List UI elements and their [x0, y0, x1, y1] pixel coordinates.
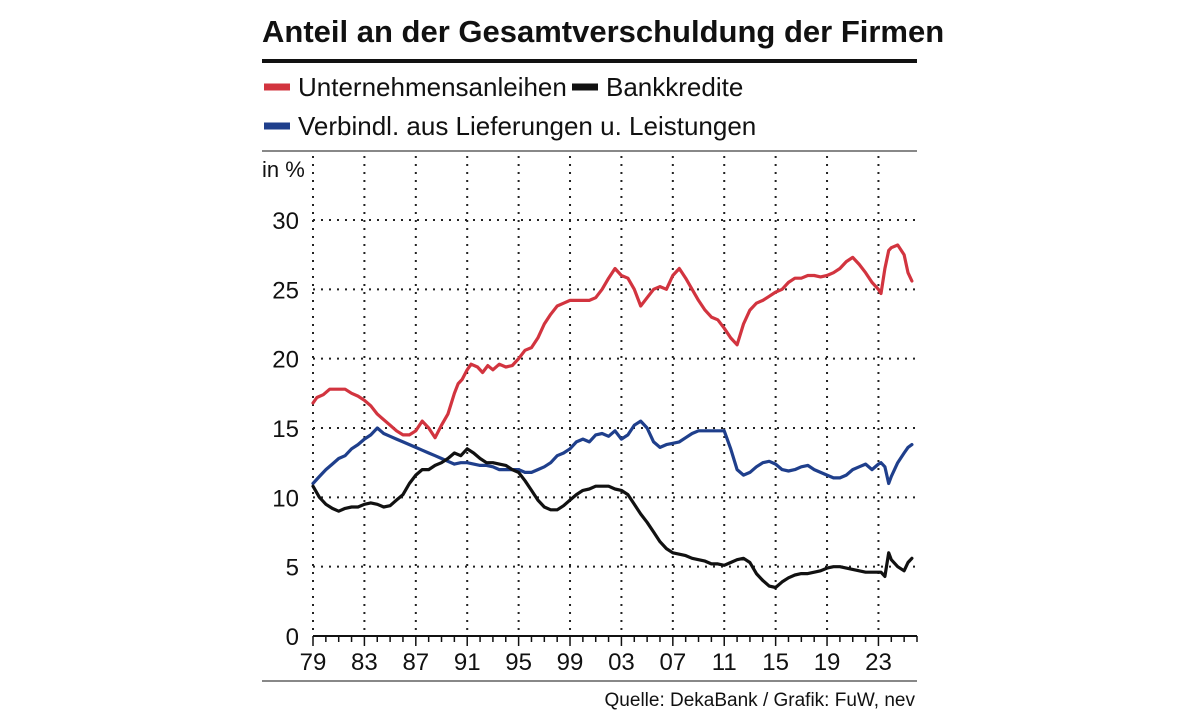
grid-layer — [312, 156, 917, 636]
series-line-verbindl-aus-lieferungen-u-leistungen — [311, 419, 914, 486]
series-line-bankkredite — [311, 447, 914, 590]
x-tick-label: 87 — [402, 649, 429, 676]
x-tick-label: 15 — [762, 649, 789, 676]
x-tick-label: 23 — [865, 649, 892, 676]
legend-label-unternehmensanleihen: Unternehmensanleihen — [298, 72, 567, 102]
x-tick-label: 79 — [300, 649, 327, 676]
y-tick-label: 15 — [272, 416, 299, 443]
legend-label-bankkredite: Bankkredite — [606, 72, 743, 102]
x-ticks: 79 83 87 91 95 99 03 07 11 15 19 23 — [300, 636, 918, 676]
x-tick-label: 83 — [351, 649, 378, 676]
legend: Unternehmensanleihen Bankkredite Verbind… — [264, 72, 756, 141]
source-note: Quelle: DekaBank / Grafik: FuW, nev — [605, 690, 916, 711]
x-tick-label: 03 — [608, 649, 635, 676]
y-tick-label: 20 — [272, 347, 299, 374]
y-tick-label: 30 — [272, 208, 299, 235]
x-tick-label: 07 — [659, 649, 686, 676]
x-tick-label: 11 — [712, 649, 737, 676]
x-tick-label: 99 — [557, 649, 584, 676]
series-layer — [311, 243, 914, 590]
y-tick-label: 10 — [272, 485, 299, 512]
x-tick-label: 91 — [454, 649, 481, 676]
y-tick-label: 5 — [286, 555, 299, 582]
series-line-unternehmensanleihen — [311, 243, 914, 440]
y-tick-label: 25 — [272, 277, 299, 304]
x-tick-label: 19 — [814, 649, 841, 676]
y-tick-label: 0 — [286, 624, 299, 651]
legend-label-verbindlichkeiten: Verbindl. aus Lieferungen u. Leistungen — [298, 111, 756, 141]
x-tick-label: 95 — [505, 649, 532, 676]
y-tick-labels: 0 5 10 15 20 25 30 — [272, 208, 299, 651]
y-unit-label: in % — [262, 157, 305, 182]
chart-title: Anteil an der Gesamtverschuldung der Fir… — [262, 14, 944, 49]
